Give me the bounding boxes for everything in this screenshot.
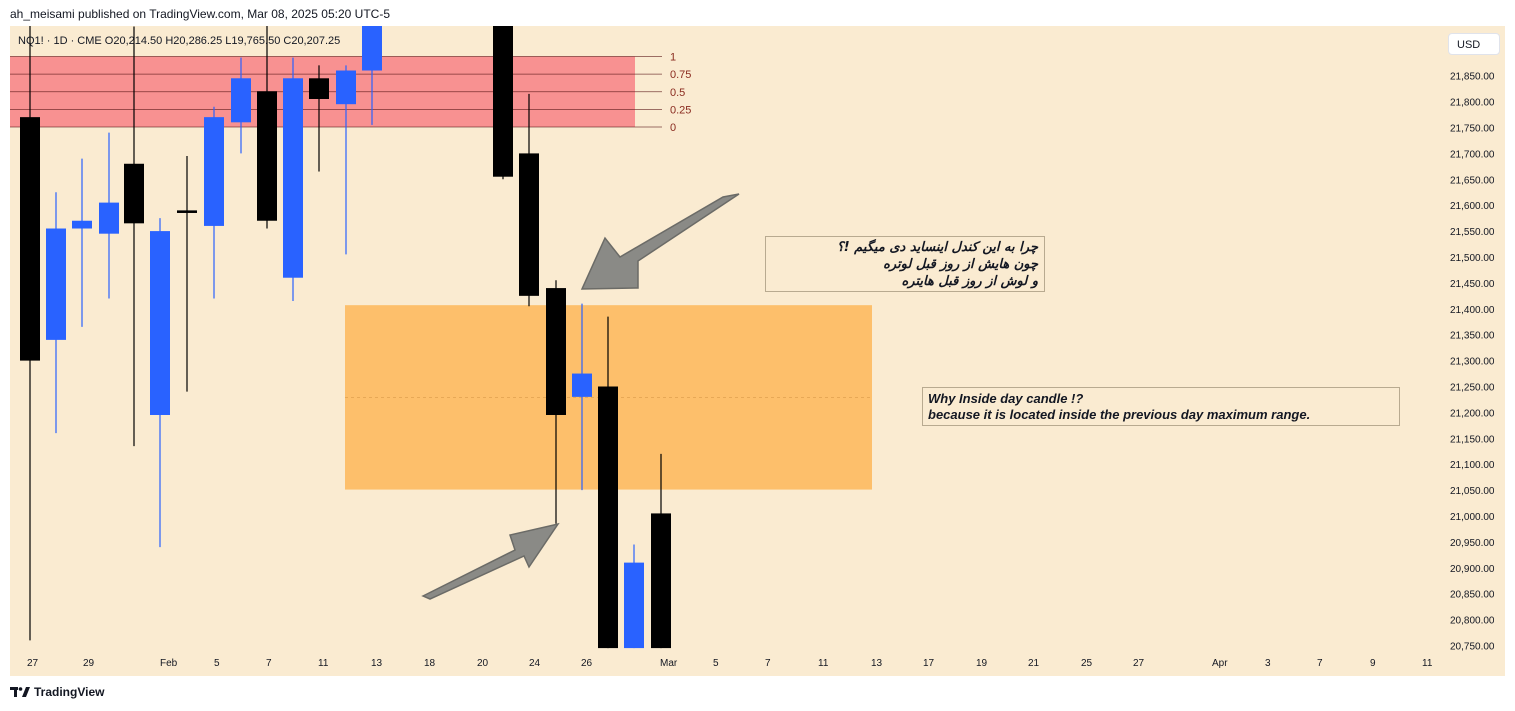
time-axis-label: 19 — [976, 658, 988, 669]
candles-group — [20, 26, 671, 649]
time-axis-label: 17 — [923, 658, 935, 669]
price-axis-label: 21,200.00 — [1450, 408, 1495, 419]
time-axis-label: 11 — [818, 658, 829, 669]
price-axis-label: 21,800.00 — [1450, 98, 1495, 109]
price-axis-label: 20,850.00 — [1450, 590, 1495, 601]
candle-body[interactable] — [362, 26, 382, 71]
candle-body[interactable] — [572, 373, 592, 397]
time-axis-label: 13 — [871, 658, 883, 669]
candle-body[interactable] — [519, 153, 539, 296]
price-axis-label: 21,750.00 — [1450, 124, 1495, 135]
time-axis-label: 7 — [765, 658, 771, 669]
english-annotation[interactable]: Why Inside day candle !? because it is l… — [922, 387, 1400, 426]
candle-body[interactable] — [598, 386, 618, 649]
time-axis-label: Feb — [160, 658, 178, 669]
candle-body[interactable] — [20, 117, 40, 361]
price-axis-label: 21,650.00 — [1450, 175, 1495, 186]
symbol-ohlc-legend[interactable]: NQ1! · 1D · CME O20,214.50 H20,286.25 L1… — [18, 35, 341, 47]
price-axis-label: 20,950.00 — [1450, 538, 1495, 549]
fib-level-label: 1 — [670, 52, 676, 64]
time-axis-label: 5 — [214, 658, 220, 669]
time-axis-label: 21 — [1028, 658, 1040, 669]
candle-body[interactable] — [493, 26, 513, 177]
time-axis-label: 7 — [1317, 658, 1323, 669]
price-axis-label: 21,450.00 — [1450, 279, 1495, 290]
upper-arrow-drawing[interactable] — [580, 193, 740, 290]
time-axis-label: 24 — [529, 658, 541, 669]
time-axis-label: Mar — [660, 658, 678, 669]
time-axis-label: 26 — [581, 658, 593, 669]
time-axis-label: 20 — [477, 658, 489, 669]
price-axis-label: 21,100.00 — [1450, 460, 1495, 471]
candle-body[interactable] — [204, 117, 224, 226]
price-axis-label: 21,000.00 — [1450, 512, 1495, 523]
candle-body[interactable] — [72, 220, 92, 229]
price-axis-label: 21,700.00 — [1450, 149, 1495, 160]
time-axis-label: 7 — [266, 658, 272, 669]
chart-pane[interactable]: 1 0.75 0.5 0.25 0 20,750.00 20,800.00 20,850.00… — [10, 26, 1505, 676]
price-axis-label: 21,350.00 — [1450, 331, 1495, 342]
price-axis-label: 21,500.00 — [1450, 253, 1495, 264]
time-axis-label: 11 — [318, 658, 329, 669]
time-axis-label: 5 — [713, 658, 719, 669]
candle-body[interactable] — [651, 513, 671, 649]
time-axis-label: Apr — [1212, 658, 1228, 669]
candle-body[interactable] — [99, 202, 119, 234]
price-axis-label: 21,400.00 — [1450, 305, 1495, 316]
tradingview-brand-text: TradingView — [34, 685, 105, 699]
candle-body[interactable] — [624, 562, 644, 649]
time-axis-label: 18 — [424, 658, 436, 669]
price-axis-label: 21,850.00 — [1450, 72, 1495, 83]
price-axis-label: 21,150.00 — [1450, 434, 1495, 445]
english-note-title: Why Inside day candle !? — [928, 391, 1084, 406]
price-axis-label: 21,250.00 — [1450, 383, 1495, 394]
fib-level-label: 0.75 — [670, 69, 691, 81]
persian-note-line: چون هایش از روز قبل لوتره — [883, 257, 1038, 272]
publisher-header: ah_meisami published on TradingView.com,… — [10, 7, 390, 21]
time-axis-label: 11 — [1422, 658, 1433, 669]
lower-arrow-drawing[interactable] — [421, 522, 560, 600]
candle-body[interactable] — [546, 288, 566, 415]
time-axis-label: 3 — [1265, 658, 1271, 669]
time-axis-label: 13 — [371, 658, 383, 669]
candle-body[interactable] — [46, 228, 66, 340]
price-axis-label: 21,550.00 — [1450, 227, 1495, 238]
candle-body[interactable] — [336, 70, 356, 105]
price-axis-label: 20,800.00 — [1450, 616, 1495, 627]
time-axis-label: 9 — [1370, 658, 1376, 669]
tradingview-logo-icon — [10, 687, 30, 697]
time-axis-label: 27 — [27, 658, 39, 669]
price-axis-label: 20,750.00 — [1450, 642, 1495, 653]
time-axis-label: 29 — [83, 658, 95, 669]
candle-body[interactable] — [283, 78, 303, 278]
fib-level-label: 0.5 — [670, 87, 685, 99]
candle-body[interactable] — [257, 91, 277, 221]
price-axis-label: 20,900.00 — [1450, 564, 1495, 575]
candle-body[interactable] — [309, 78, 329, 100]
price-axis-label: 21,600.00 — [1450, 201, 1495, 212]
candle-body[interactable] — [231, 78, 251, 123]
time-axis-label: 27 — [1133, 658, 1145, 669]
persian-note-line: چرا به این کندل اینساید دی میگیم !؟ — [836, 240, 1038, 255]
candle-body[interactable] — [177, 210, 197, 213]
candlestick-chart[interactable]: 1 0.75 0.5 0.25 0 20,750.00 20,800.00 20,850.00… — [10, 26, 1505, 676]
price-axis-label: 21,050.00 — [1450, 486, 1495, 497]
persian-note-line: و لوش از روز قبل هایتره — [901, 274, 1039, 289]
english-note-body: because it is located inside the previou… — [928, 407, 1311, 422]
currency-button[interactable]: USD — [1448, 33, 1500, 55]
tradingview-logo[interactable]: TradingView — [10, 685, 104, 699]
candle-body[interactable] — [150, 231, 170, 415]
fib-level-label: 0.25 — [670, 104, 691, 116]
time-axis-label: 25 — [1081, 658, 1093, 669]
persian-annotation[interactable]: چرا به این کندل اینساید دی میگیم !؟ چون … — [765, 236, 1045, 292]
candle-body[interactable] — [124, 163, 144, 224]
price-axis-label: 21,300.00 — [1450, 357, 1495, 368]
fib-level-label: 0 — [670, 122, 676, 134]
